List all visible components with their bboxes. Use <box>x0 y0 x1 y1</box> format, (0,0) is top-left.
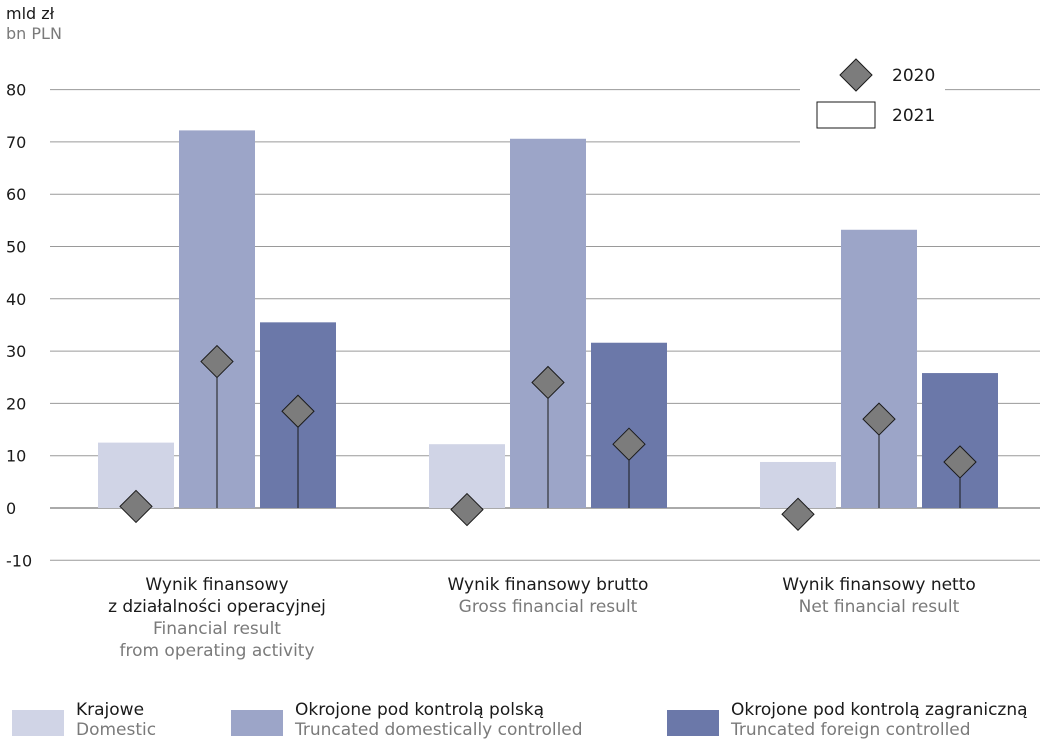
legend-2020-diamond <box>839 58 873 92</box>
marker-2020 <box>281 394 315 428</box>
marker-2020 <box>862 402 896 436</box>
legend-2021-label: 2021 <box>892 106 935 126</box>
marker-2020 <box>119 489 153 524</box>
y-tick-label: 80 <box>6 81 26 100</box>
y-tick-label: 0 <box>6 499 16 518</box>
legend-swatch-domestic-controlled <box>231 710 283 736</box>
marker-2020 <box>531 365 565 400</box>
marker-2020 <box>450 492 484 527</box>
y-tick-label: -10 <box>6 551 32 570</box>
y-tick-label: 50 <box>6 238 26 257</box>
marker-2020 <box>612 427 646 461</box>
category-label-en: Financial result <box>153 619 281 639</box>
category-label-en: from operating activity <box>119 641 314 661</box>
unit-label-pl: mld zł <box>6 4 55 23</box>
legend-label-domestic-controlled-pl: Okrojone pod kontrolą polską <box>295 700 545 720</box>
legend-swatch-foreign-controlled <box>667 710 719 736</box>
category-label-en: Net financial result <box>799 597 960 617</box>
category-label-en: Gross financial result <box>459 597 638 617</box>
legend-label-domestic-pl: Krajowe <box>76 700 145 720</box>
y-tick-label: 10 <box>6 447 26 466</box>
y-tick-label: 70 <box>6 133 26 152</box>
legend-2021-box <box>816 101 876 129</box>
legend-swatch-domestic <box>12 710 64 736</box>
category-label-pl: Wynik finansowy netto <box>782 575 976 595</box>
legend-2020-label: 2020 <box>892 66 935 86</box>
marker-2020 <box>943 445 977 479</box>
unit-label-en: bn PLN <box>6 24 62 43</box>
legend-label-domestic-controlled-en: Truncated domestically controlled <box>295 720 583 740</box>
y-tick-label: 20 <box>6 394 26 413</box>
category-label-pl: z działalności operacyjnej <box>108 597 326 617</box>
legend-item-foreign-controlled: Okrojone pod kontrolą zagraniczną Trunca… <box>667 700 1028 740</box>
y-tick-label: 30 <box>6 342 26 361</box>
legend-item-domestic-controlled: Okrojone pod kontrolą polską Truncated d… <box>231 700 583 740</box>
marker-2020 <box>781 497 815 531</box>
legend-label-domestic-en: Domestic <box>76 720 157 740</box>
legend-item-domestic: Krajowe Domestic <box>12 700 156 740</box>
category-label-pl: Wynik finansowy brutto <box>448 575 649 595</box>
y-tick-label: 40 <box>6 290 26 309</box>
category-label-pl: Wynik finansowy <box>145 575 288 595</box>
legend-label-foreign-controlled-en: Truncated foreign controlled <box>731 720 971 740</box>
marker-2020 <box>200 344 234 379</box>
y-tick-label: 60 <box>6 185 26 204</box>
legend-label-foreign-controlled-pl: Okrojone pod kontrolą zagraniczną <box>731 700 1028 720</box>
